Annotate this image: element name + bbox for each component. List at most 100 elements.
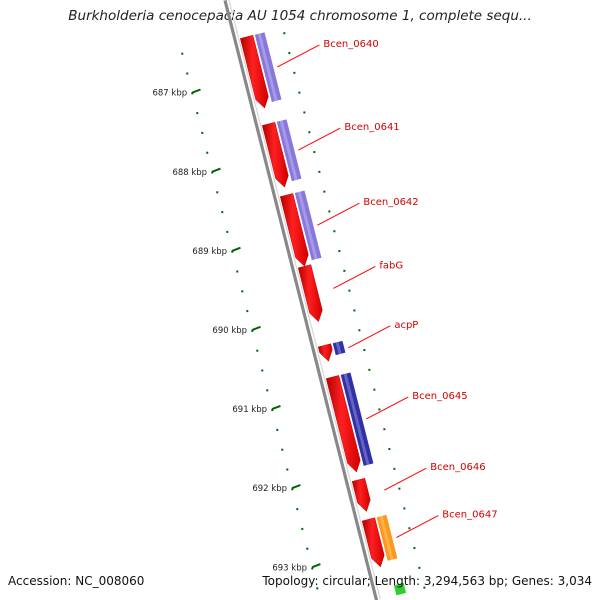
feature-block[interactable]: [254, 32, 282, 102]
gene-arrow[interactable]: [261, 121, 289, 188]
scale-dot: [196, 112, 199, 115]
feature-block[interactable]: [376, 514, 398, 561]
scale-dot: [256, 349, 259, 352]
scale-dot: [316, 587, 319, 590]
outer-dot: [403, 507, 406, 510]
kbp-tick-label: 687 kbp: [152, 89, 187, 99]
gene-arrow[interactable]: [279, 193, 309, 267]
outer-dot: [303, 111, 306, 114]
scale-dot: [281, 448, 284, 451]
outer-dot: [383, 428, 386, 431]
backbone: [223, 0, 381, 600]
outer-dot: [398, 487, 401, 490]
accession-text: Accession: NC_008060: [8, 574, 145, 588]
kbp-tick: [231, 246, 241, 252]
feature-block[interactable]: [276, 119, 302, 182]
outer-dot: [388, 448, 391, 451]
label-connector: [333, 266, 376, 289]
outer-dot: [323, 190, 326, 193]
partial-feature-block: [393, 582, 407, 596]
feature-highlight: [279, 120, 298, 181]
scale-dot: [191, 92, 194, 95]
gene-arrow[interactable]: [325, 375, 361, 473]
outer-dot: [363, 349, 366, 352]
tick-dotted-track: [181, 32, 426, 590]
scale-dot: [251, 329, 254, 332]
gene-label[interactable]: acpP: [394, 320, 418, 331]
feature-highlight: [379, 515, 394, 561]
gene-arrow[interactable]: [361, 517, 385, 568]
label-connector: [298, 127, 341, 151]
kbp-tick-label: 691 kbp: [232, 405, 267, 415]
feature-block[interactable]: [340, 372, 374, 466]
outer-dot: [308, 131, 311, 134]
outer-dot: [293, 71, 296, 74]
kbp-tick-label: 688 kbp: [172, 168, 207, 178]
kbp-tick-label: 693 kbp: [272, 563, 307, 573]
gene-arrow[interactable]: [317, 343, 333, 362]
feature-highlight: [343, 373, 370, 466]
outer-dot: [283, 32, 286, 35]
gene-label[interactable]: Bcen_0641: [344, 122, 399, 133]
outer-dot: [343, 269, 346, 272]
gene-arrow[interactable]: [297, 264, 323, 323]
gene-label[interactable]: Bcen_0646: [430, 462, 485, 473]
label-connector: [277, 44, 320, 68]
scale-dot: [291, 488, 294, 491]
scale-dot: [296, 508, 299, 511]
outer-dot: [373, 388, 376, 391]
scale-dot: [266, 389, 269, 392]
scale-dot: [236, 270, 239, 273]
scale-dot: [286, 468, 289, 471]
gene-arrow[interactable]: [351, 477, 371, 512]
label-connector: [366, 396, 409, 420]
kbp-tick: [291, 484, 301, 490]
feature-highlight: [297, 191, 318, 260]
gene-label[interactable]: Bcen_0647: [442, 510, 497, 521]
scale-dot: [181, 52, 184, 55]
gene-label[interactable]: Bcen_0642: [363, 197, 418, 208]
scale-dot: [311, 567, 314, 570]
outer-dot: [368, 368, 371, 371]
map-title: Burkholderia cenocepacia AU 1054 chromos…: [68, 8, 532, 24]
outer-dot: [328, 210, 331, 213]
scale-dot: [241, 290, 244, 293]
scale-dot: [216, 191, 219, 194]
outer-dot: [338, 250, 341, 253]
scale-dot: [276, 428, 279, 431]
gene-label[interactable]: Bcen_0640: [323, 39, 378, 50]
label-connector: [317, 202, 360, 226]
gene-label[interactable]: Bcen_0645: [412, 391, 467, 402]
kbp-tick-label: 692 kbp: [252, 484, 287, 494]
label-connector: [384, 467, 427, 491]
scale-dot: [246, 310, 249, 313]
scale-dot: [301, 527, 304, 530]
outer-dot: [318, 170, 321, 173]
outer-dot: [333, 230, 336, 233]
feature-block[interactable]: [294, 190, 322, 261]
kbp-tick: [271, 404, 281, 411]
outer-dot: [298, 91, 301, 94]
outer-dot: [288, 52, 291, 55]
scale-dot: [231, 250, 234, 253]
label-connector: [396, 515, 439, 539]
gene-label[interactable]: fabG: [379, 260, 403, 271]
backbone-line: [223, 0, 379, 600]
scale-dot: [226, 230, 229, 233]
outer-dot: [393, 467, 396, 470]
scale-dot: [206, 151, 209, 154]
feature-block[interactable]: [332, 340, 346, 356]
outer-dot: [423, 586, 426, 589]
summary-text: Topology: circular; Length: 3,294,563 bp…: [262, 574, 592, 588]
gene-labels: Bcen_0640 Bcen_0641 Bcen_0642 fabG acpP Bcen_…: [277, 39, 498, 539]
scale-dot: [271, 409, 274, 412]
label-connector: [348, 325, 391, 349]
outer-dot: [418, 566, 421, 569]
gene-arrow[interactable]: [239, 34, 269, 109]
outer-dot: [408, 527, 411, 530]
gene-track: [239, 32, 407, 596]
outer-dot: [313, 151, 316, 154]
outer-dot: [348, 289, 351, 292]
kbp-tick: [251, 325, 261, 331]
